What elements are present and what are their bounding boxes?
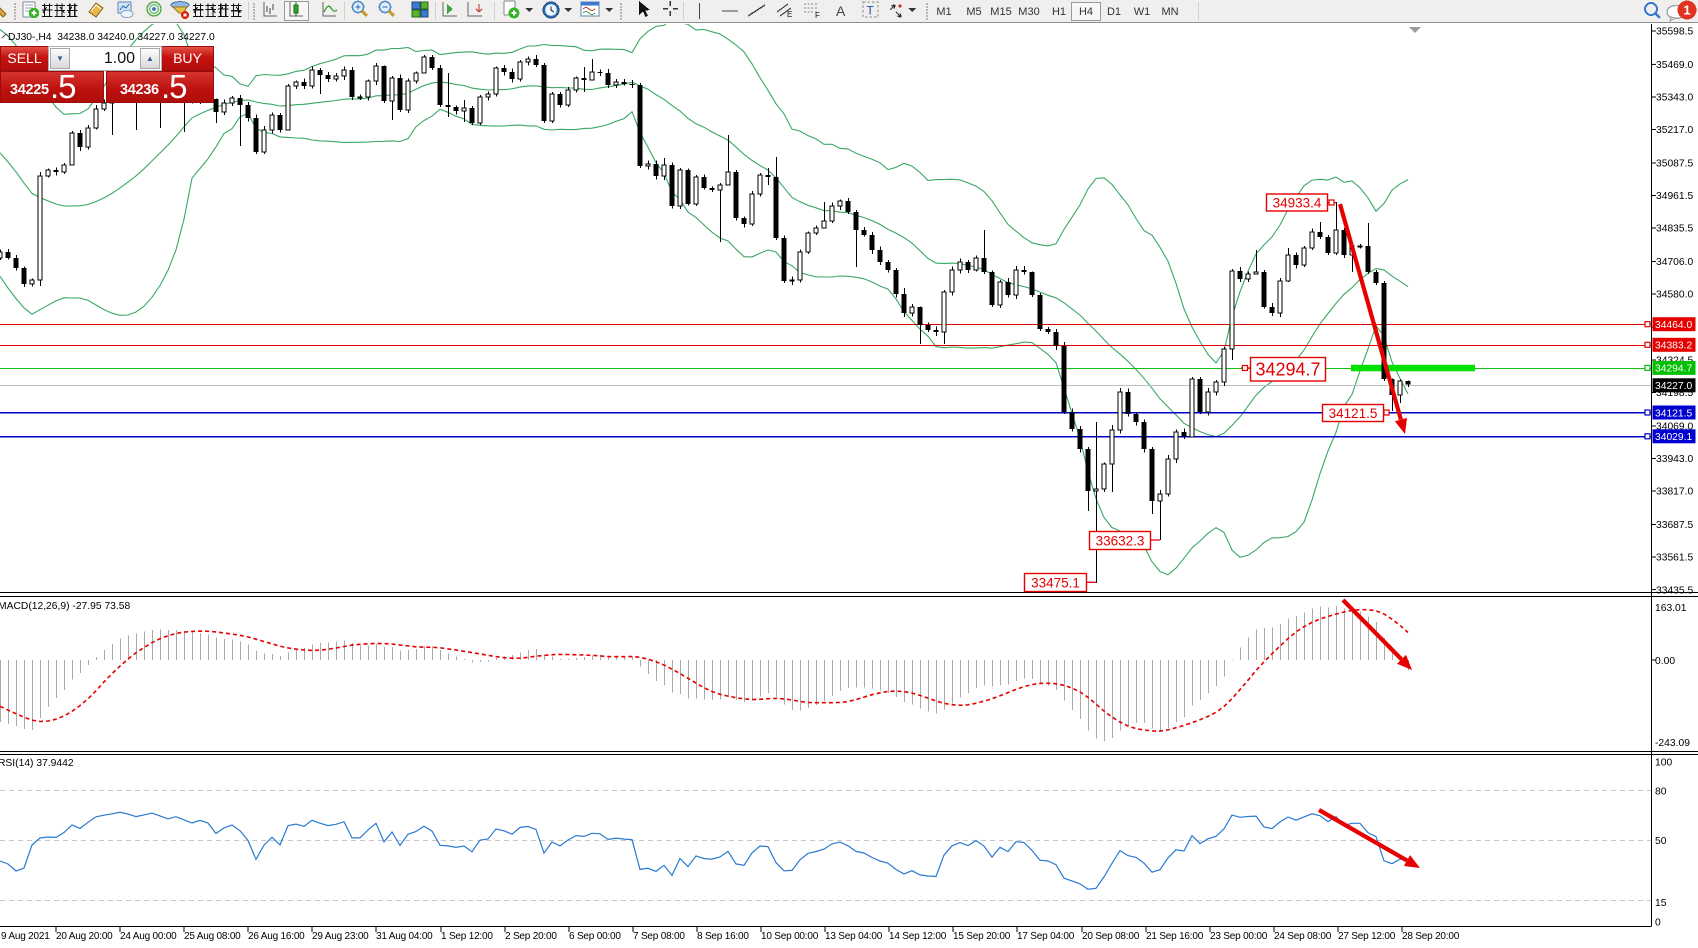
- svg-text:34706.0: 34706.0: [1656, 257, 1693, 268]
- svg-text:25 Aug 08:00: 25 Aug 08:00: [184, 931, 241, 942]
- svg-text:29 Aug 23:00: 29 Aug 23:00: [312, 931, 369, 942]
- svg-text:34294.7: 34294.7: [1255, 360, 1320, 380]
- svg-text:34121.5: 34121.5: [1655, 408, 1692, 419]
- svg-text:14 Sep 12:00: 14 Sep 12:00: [889, 931, 947, 942]
- svg-text:34464.0: 34464.0: [1655, 320, 1692, 331]
- svg-text:MN: MN: [1161, 6, 1178, 18]
- svg-text:27 Sep 12:00: 27 Sep 12:00: [1338, 931, 1396, 942]
- svg-text:H4: H4: [1079, 6, 1093, 18]
- svg-text:33632.3: 33632.3: [1096, 533, 1145, 548]
- svg-text:15: 15: [1655, 898, 1667, 909]
- svg-text:MACD(12,26,9) -27.95 73.58: MACD(12,26,9) -27.95 73.58: [0, 601, 130, 612]
- svg-text:34933.4: 34933.4: [1273, 195, 1322, 210]
- svg-text:34069.0: 34069.0: [1656, 422, 1693, 433]
- svg-text:RSI(14) 37.9442: RSI(14) 37.9442: [0, 758, 74, 769]
- svg-text:33435.5: 33435.5: [1656, 585, 1693, 596]
- svg-text:15 Sep 20:00: 15 Sep 20:00: [953, 931, 1011, 942]
- svg-text:34961.5: 34961.5: [1656, 191, 1693, 202]
- svg-text:50: 50: [1655, 836, 1667, 847]
- svg-text:21 Sep 16:00: 21 Sep 16:00: [1146, 931, 1204, 942]
- svg-text:80: 80: [1655, 786, 1667, 797]
- svg-text:17 Sep 04:00: 17 Sep 04:00: [1017, 931, 1075, 942]
- svg-text:1: 1: [1683, 3, 1690, 18]
- svg-text:33817.0: 33817.0: [1656, 487, 1693, 498]
- svg-text:35087.5: 35087.5: [1656, 159, 1693, 170]
- svg-text:E: E: [787, 10, 792, 19]
- svg-text:35469.0: 35469.0: [1656, 60, 1693, 71]
- svg-text:35217.0: 35217.0: [1656, 125, 1693, 136]
- svg-text:20 Sep 08:00: 20 Sep 08:00: [1082, 931, 1140, 942]
- svg-text:24 Sep 08:00: 24 Sep 08:00: [1274, 931, 1332, 942]
- svg-text:D1: D1: [1107, 6, 1121, 18]
- svg-text:26 Aug 16:00: 26 Aug 16:00: [248, 931, 305, 942]
- svg-text:34294.7: 34294.7: [1655, 364, 1692, 375]
- svg-text:35343.0: 35343.0: [1656, 93, 1693, 104]
- svg-text:W1: W1: [1134, 6, 1151, 18]
- svg-text:34383.2: 34383.2: [1655, 341, 1692, 352]
- svg-text:H1: H1: [1052, 6, 1066, 18]
- svg-text:M15: M15: [990, 6, 1011, 18]
- svg-text:13 Sep 04:00: 13 Sep 04:00: [825, 931, 883, 942]
- svg-text:28 Sep 20:00: 28 Sep 20:00: [1402, 931, 1460, 942]
- svg-text:M1: M1: [936, 6, 951, 18]
- svg-text:163.01: 163.01: [1655, 603, 1687, 614]
- svg-text:M5: M5: [966, 6, 981, 18]
- svg-text:34835.5: 34835.5: [1656, 224, 1693, 235]
- svg-text:34580.0: 34580.0: [1656, 290, 1693, 301]
- svg-text:8 Sep 16:00: 8 Sep 16:00: [697, 931, 749, 942]
- svg-text:34198.5: 34198.5: [1656, 388, 1693, 399]
- svg-text:7 Sep 08:00: 7 Sep 08:00: [633, 931, 685, 942]
- svg-text:2 Sep 20:00: 2 Sep 20:00: [505, 931, 557, 942]
- svg-text:23 Sep 00:00: 23 Sep 00:00: [1210, 931, 1268, 942]
- svg-text:24 Aug 00:00: 24 Aug 00:00: [120, 931, 177, 942]
- svg-text:33561.5: 33561.5: [1656, 553, 1693, 564]
- svg-text:DJ30-,H4 34238.0 34240.0 3422: DJ30-,H4 34238.0 34240.0 34227.0 34227.0: [8, 32, 215, 43]
- svg-text:1 Sep 12:00: 1 Sep 12:00: [441, 931, 493, 942]
- svg-text:0: 0: [1655, 917, 1661, 928]
- svg-text:0.00: 0.00: [1655, 656, 1675, 667]
- svg-text:34121.5: 34121.5: [1329, 406, 1378, 421]
- svg-text:M30: M30: [1018, 6, 1039, 18]
- svg-text:34029.1: 34029.1: [1655, 432, 1692, 443]
- svg-text:33943.0: 33943.0: [1656, 454, 1693, 465]
- svg-text:T: T: [867, 4, 875, 18]
- svg-text:6 Sep 00:00: 6 Sep 00:00: [569, 931, 621, 942]
- svg-text:33687.5: 33687.5: [1656, 520, 1693, 531]
- svg-text:20 Aug 20:00: 20 Aug 20:00: [56, 931, 113, 942]
- svg-text:34227.0: 34227.0: [1655, 381, 1692, 392]
- svg-text:31 Aug 04:00: 31 Aug 04:00: [376, 931, 433, 942]
- svg-text:35598.5: 35598.5: [1656, 27, 1693, 38]
- svg-text:-243.09: -243.09: [1655, 738, 1690, 749]
- svg-text:100: 100: [1655, 757, 1672, 768]
- svg-text:9 Aug 2021: 9 Aug 2021: [1, 931, 50, 942]
- svg-text:33475.1: 33475.1: [1031, 575, 1080, 590]
- svg-text:A: A: [836, 3, 846, 19]
- svg-text:F: F: [815, 11, 820, 20]
- svg-text:10 Sep 00:00: 10 Sep 00:00: [761, 931, 819, 942]
